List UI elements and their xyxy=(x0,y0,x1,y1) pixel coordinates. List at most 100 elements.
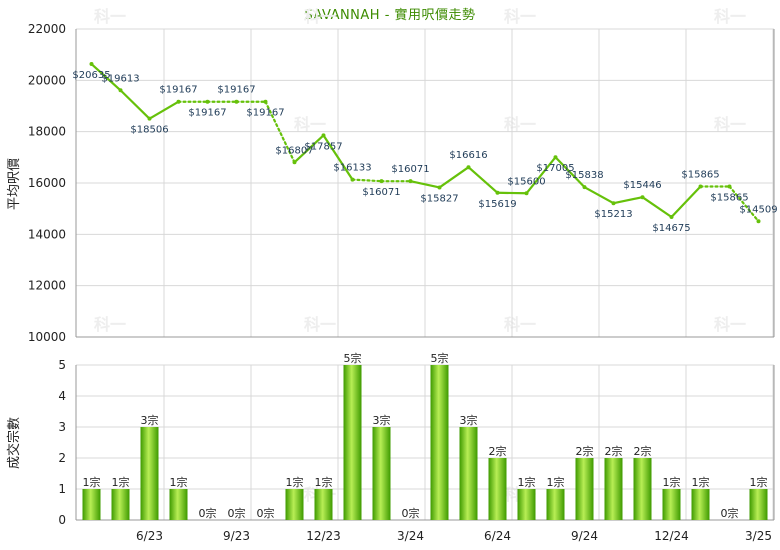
count-bar-label: 3宗 xyxy=(141,413,159,427)
price-point xyxy=(379,179,384,184)
count-bar xyxy=(517,489,536,520)
price-point-label: $16133 xyxy=(333,163,371,174)
price-line-segment xyxy=(264,100,296,164)
price-point-label: $15865 xyxy=(710,192,748,203)
price-point xyxy=(321,133,326,138)
count-bar-label: 2宗 xyxy=(605,444,623,458)
count-bar-label: 3宗 xyxy=(373,413,391,427)
count-bar-label: 1宗 xyxy=(750,475,768,489)
price-line-segment xyxy=(438,166,470,189)
count-bar-label: 2宗 xyxy=(576,444,594,458)
count-bar-label: 1宗 xyxy=(286,475,304,489)
count-bar xyxy=(691,489,710,520)
watermark-text: 科一 xyxy=(714,315,746,334)
price-point xyxy=(147,116,152,121)
price-line-segment xyxy=(583,186,615,205)
x-tick-label: 9/23 xyxy=(223,529,250,543)
count-bar-label: 3宗 xyxy=(460,413,478,427)
price-line-segment xyxy=(467,166,499,194)
price-line-series xyxy=(89,62,761,224)
price-point xyxy=(292,160,297,165)
price-point xyxy=(669,215,674,220)
price-line-segment xyxy=(293,134,325,164)
count-tick-label: 2 xyxy=(58,451,66,465)
count-bar xyxy=(459,427,478,520)
price-point-label: $16071 xyxy=(362,187,400,198)
price-point xyxy=(640,195,645,200)
price-point-label: $19613 xyxy=(101,73,139,84)
price-line-segment xyxy=(670,185,702,219)
count-bar-label: 1宗 xyxy=(692,475,710,489)
x-tick-label: 12/23 xyxy=(306,529,341,543)
count-bar-label: 0宗 xyxy=(228,506,246,520)
count-bar xyxy=(140,427,159,520)
price-line-segment xyxy=(322,134,354,181)
price-line-segment xyxy=(728,185,760,223)
price-point xyxy=(553,155,558,160)
price-point-label: $16616 xyxy=(449,150,487,161)
watermark-text: 科一 xyxy=(714,115,746,134)
count-bar-label: 1宗 xyxy=(170,475,188,489)
price-tick-label: 22000 xyxy=(28,22,66,36)
price-point xyxy=(408,179,413,184)
price-point-label: $19167 xyxy=(159,85,197,96)
count-bar xyxy=(285,489,304,520)
count-bar-label: 0宗 xyxy=(402,506,420,520)
count-bar-label: 1宗 xyxy=(547,475,565,489)
price-tick-label: 12000 xyxy=(28,279,66,293)
count-bar-label: 1宗 xyxy=(83,475,101,489)
price-point xyxy=(263,99,268,104)
count-bar xyxy=(314,489,333,520)
watermark-text: 科一 xyxy=(304,7,336,26)
price-point-label: $16807 xyxy=(275,145,313,156)
count-bars xyxy=(82,365,768,520)
price-line-segment xyxy=(119,89,151,120)
price-line-segment xyxy=(148,100,180,120)
count-bar-label: 1宗 xyxy=(518,475,536,489)
count-axis-label: 成交宗數 xyxy=(6,417,22,469)
count-bar xyxy=(604,458,623,520)
count-bar xyxy=(546,489,565,520)
count-bar-label: 1宗 xyxy=(663,475,681,489)
price-tick-label: 14000 xyxy=(28,227,66,241)
x-tick-label: 6/23 xyxy=(136,529,163,543)
count-bar xyxy=(343,365,362,520)
price-line-segment xyxy=(409,180,441,189)
price-point xyxy=(756,219,761,224)
price-point xyxy=(466,165,471,170)
price-line-segment xyxy=(554,156,586,189)
watermark-text: 科一 xyxy=(504,315,536,334)
price-point-label: $14675 xyxy=(652,223,690,234)
count-bar-label: 2宗 xyxy=(634,444,652,458)
count-bar xyxy=(575,458,594,520)
price-point xyxy=(524,191,529,196)
x-tick-label: 3/25 xyxy=(745,529,772,543)
price-point-label: $17857 xyxy=(304,141,342,152)
count-bar xyxy=(662,489,681,520)
price-point-label: $15600 xyxy=(507,176,545,187)
price-point-label: $19167 xyxy=(217,85,255,96)
price-point xyxy=(437,185,442,190)
price-point xyxy=(205,99,210,104)
price-grid: 10000 12000 14000 16000 18000 20000 22000 xyxy=(28,22,775,344)
price-line-segment xyxy=(641,196,673,219)
count-grid: 0 1 2 3 4 5 xyxy=(58,358,775,527)
count-bar xyxy=(372,427,391,520)
price-point-label: $18506 xyxy=(130,125,168,136)
price-point-label: $17005 xyxy=(536,163,574,174)
count-bar xyxy=(82,489,101,520)
x-axis-ticks: 6/23 9/23 12/23 3/24 6/24 9/24 12/24 3/25 xyxy=(136,529,772,543)
price-point-label: $15213 xyxy=(594,209,632,220)
price-point-label: $15865 xyxy=(681,169,719,180)
price-point-label: $19167 xyxy=(246,108,284,119)
count-bar-label: 1宗 xyxy=(315,475,333,489)
count-bar-label: 0宗 xyxy=(199,506,217,520)
price-point xyxy=(495,190,500,195)
count-bar-label: 5宗 xyxy=(431,351,449,365)
price-line-segment xyxy=(612,196,644,205)
price-point xyxy=(698,184,703,189)
price-tick-label: 18000 xyxy=(28,125,66,139)
price-axis-label: 平均呎價 xyxy=(7,158,22,210)
x-tick-label: 9/24 xyxy=(571,529,598,543)
count-bar xyxy=(430,365,449,520)
